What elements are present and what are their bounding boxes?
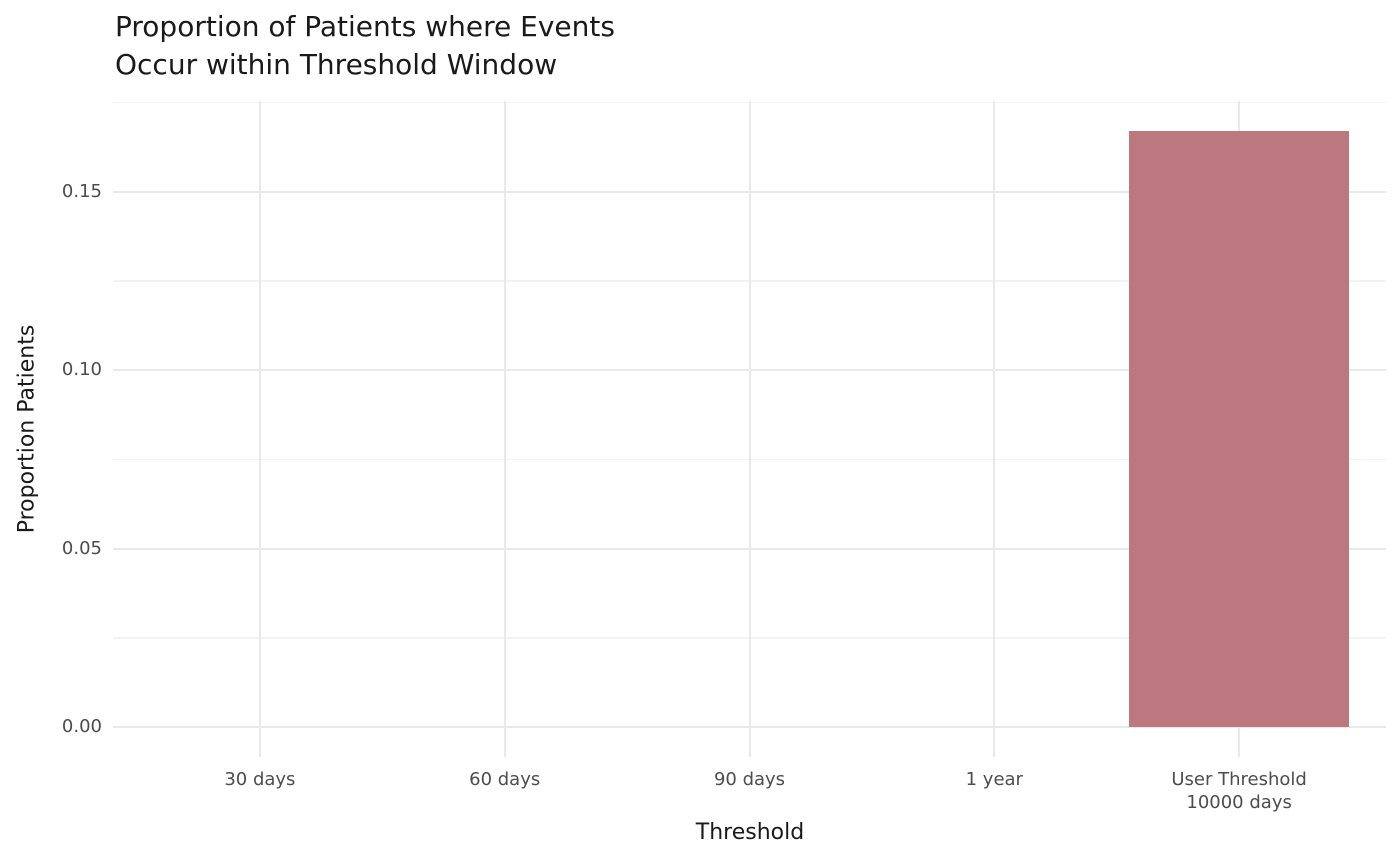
x-major-gridline [993,101,996,757]
x-tick-label: 90 days [713,769,786,790]
bar-5 [1128,130,1350,727]
y-tick-label: 0.05 [61,537,102,559]
x-tick-label: User Threshold 10000 days [1171,769,1307,813]
x-major-gridline [503,101,506,757]
plot-panel [113,101,1386,757]
x-tick-label: 1 year [965,769,1023,790]
x-tick-label: 30 days [224,769,296,790]
x-tick-label: 60 days [469,769,541,790]
x-axis-title: Threshold [695,820,805,845]
chart-title: Proportion of Patients where Events Occu… [115,10,615,81]
y-tick-label: 0.15 [61,180,102,202]
y-tick-label: 0.10 [61,359,102,381]
x-major-gridline [748,101,751,757]
y-axis-title: Proportion Patients [14,324,40,534]
x-major-gridline [258,101,261,757]
y-tick-label: 0.00 [61,716,102,738]
